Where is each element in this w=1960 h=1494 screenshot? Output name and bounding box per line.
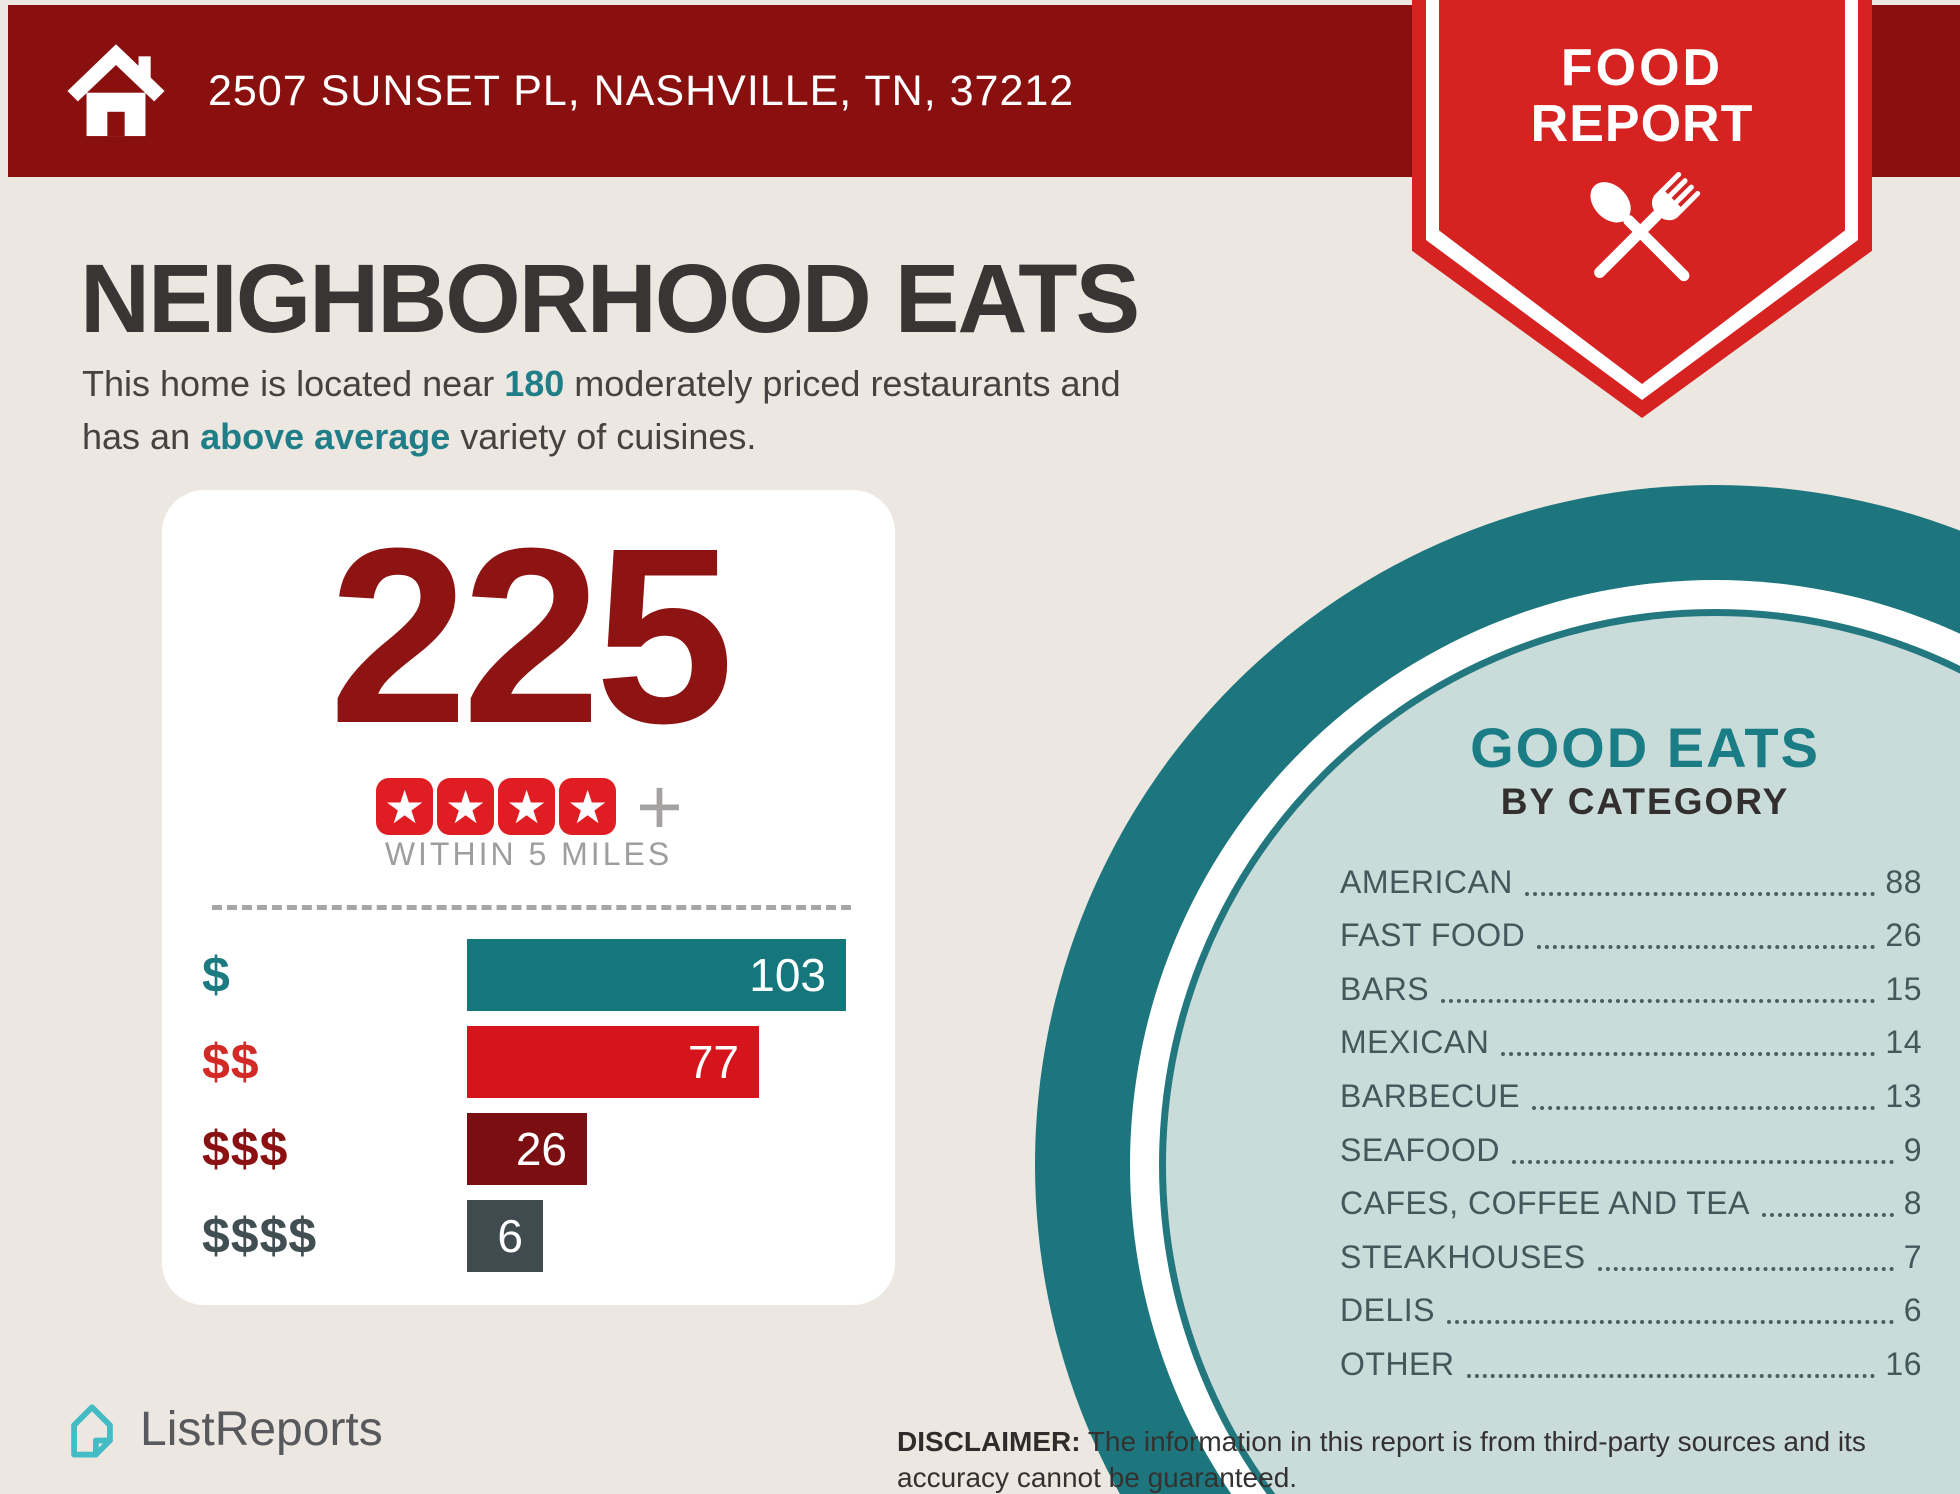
- dotted-leader: [1446, 1320, 1894, 1325]
- intro-line2-pre: has an: [82, 415, 201, 457]
- category-label: AMERICAN: [1340, 863, 1513, 900]
- category-value: 6: [1903, 1292, 1922, 1329]
- price-tier-label: $$$$: [202, 1208, 318, 1264]
- disclaimer-line1: The information in this report is from t…: [1080, 1426, 1866, 1457]
- price-bar-row: $$$ 26: [162, 1113, 895, 1185]
- property-address: 2507 SUNSET PL, NASHVILLE, TN, 37212: [208, 66, 1075, 115]
- category-row: BARS 15: [1340, 963, 1922, 1017]
- star-icon: ★: [559, 778, 617, 835]
- category-value: 7: [1903, 1238, 1922, 1275]
- price-tier-label: $: [202, 947, 231, 1003]
- dotted-leader: [1501, 1052, 1876, 1057]
- dashed-divider: [212, 905, 851, 910]
- price-bar: 103: [467, 939, 846, 1011]
- category-value: 26: [1885, 917, 1922, 954]
- price-bar: 6: [467, 1200, 543, 1272]
- price-tier-label: $$: [202, 1034, 260, 1090]
- price-bar-row: $ 103: [162, 939, 895, 1011]
- price-bar-value: 77: [687, 1036, 739, 1088]
- price-bar: 77: [467, 1026, 759, 1098]
- category-row: AMERICAN 88: [1340, 856, 1922, 910]
- category-value: 88: [1885, 863, 1922, 900]
- star-icon: ★: [498, 778, 556, 835]
- good-eats-title: GOOD EATS: [1470, 716, 1820, 779]
- category-row: FAST FOOD 26: [1340, 910, 1922, 964]
- dotted-leader: [1761, 1213, 1894, 1218]
- category-value: 14: [1885, 1024, 1922, 1061]
- dotted-leader: [1537, 945, 1876, 950]
- above-average-highlight: above average: [200, 415, 451, 457]
- restaurant-stats-card: 225 ★ ★ ★ ★ + WITHIN 5 MILES $ 103 $$ 77: [162, 490, 895, 1305]
- category-label: SEAFOOD: [1340, 1131, 1500, 1168]
- category-value: 9: [1903, 1131, 1922, 1168]
- listreports-house-icon: [71, 1404, 113, 1458]
- category-row: MEXICAN 14: [1340, 1017, 1922, 1071]
- price-bar-value: 6: [497, 1210, 523, 1262]
- price-bar-row: $$ 77: [162, 1026, 895, 1098]
- intro-text: This home is located near 180 moderately…: [82, 358, 1332, 464]
- listreports-wordmark: ListReports: [140, 1402, 383, 1456]
- category-row: OTHER 16: [1340, 1338, 1922, 1392]
- category-list: AMERICAN 88 FAST FOOD 26 BARS 15 MEXICAN 14 …: [1340, 856, 1922, 1392]
- category-row: BARBECUE 13: [1340, 1070, 1922, 1124]
- price-bar: 26: [467, 1113, 587, 1185]
- category-value: 16: [1885, 1345, 1922, 1382]
- restaurant-count-highlight: 180: [504, 363, 565, 404]
- total-restaurant-count: 225: [328, 496, 734, 775]
- intro-line1-pre: This home is located near: [82, 363, 505, 404]
- category-label: BARBECUE: [1340, 1077, 1521, 1114]
- rating-stars-row: ★ ★ ★ ★ +: [162, 762, 895, 851]
- star-icon: ★: [376, 778, 434, 835]
- category-value: 15: [1885, 970, 1922, 1007]
- spoon-fork-icon: [1590, 172, 1701, 282]
- dotted-leader: [1441, 998, 1876, 1003]
- category-row: DELIS 6: [1340, 1285, 1922, 1339]
- plus-icon: +: [636, 762, 683, 851]
- category-row: SEAFOOD 9: [1340, 1124, 1922, 1178]
- dotted-leader: [1524, 891, 1876, 896]
- category-label: CAFES, COFFEE AND TEA: [1340, 1185, 1750, 1222]
- category-label: MEXICAN: [1340, 1024, 1490, 1061]
- dotted-leader: [1511, 1159, 1894, 1164]
- price-tier-label: $$$: [202, 1121, 289, 1177]
- price-bar-value: 26: [515, 1123, 567, 1175]
- category-value: 13: [1885, 1077, 1922, 1114]
- disclaimer-text: DISCLAIMER: The information in this repo…: [897, 1424, 1957, 1494]
- price-bar-value: 103: [749, 949, 826, 1001]
- listreports-logo: ListReports: [60, 1396, 383, 1462]
- category-value: 8: [1903, 1185, 1922, 1222]
- dotted-leader: [1466, 1373, 1876, 1378]
- category-label: FAST FOOD: [1340, 917, 1526, 954]
- good-eats-subtitle: BY CATEGORY: [1500, 781, 1790, 822]
- category-label: OTHER: [1340, 1345, 1455, 1382]
- dotted-leader: [1597, 1266, 1894, 1271]
- price-bar-row: $$$$ 6: [162, 1200, 895, 1272]
- disclaimer-line2: accuracy cannot be guaranteed.: [897, 1462, 1298, 1494]
- category-row: STEAKHOUSES 7: [1340, 1231, 1922, 1285]
- category-label: DELIS: [1340, 1292, 1435, 1329]
- star-icon: ★: [437, 778, 495, 835]
- ribbon-title-line2: REPORT: [1530, 95, 1754, 154]
- category-row: CAFES, COFFEE AND TEA 8: [1340, 1178, 1922, 1232]
- dotted-leader: [1532, 1105, 1876, 1110]
- food-report-ribbon: FOOD REPORT: [1412, 0, 1872, 418]
- page-title: NEIGHBORHOOD EATS: [80, 244, 1140, 353]
- ribbon-title-line1: FOOD: [1560, 39, 1724, 97]
- price-bar-chart: $ 103 $$ 77 $$$ 26 $$$$ 6: [162, 939, 895, 1287]
- home-icon: [67, 44, 165, 137]
- disclaimer-label: DISCLAIMER:: [897, 1426, 1081, 1457]
- ribbon-content: FOOD REPORT: [1412, 0, 1872, 309]
- category-label: STEAKHOUSES: [1340, 1238, 1586, 1275]
- radius-label: WITHIN 5 MILES: [384, 836, 673, 872]
- intro-line1-post: moderately priced restaurants and: [564, 363, 1121, 404]
- category-label: BARS: [1340, 970, 1430, 1007]
- intro-line2-post: variety of cuisines.: [450, 415, 757, 457]
